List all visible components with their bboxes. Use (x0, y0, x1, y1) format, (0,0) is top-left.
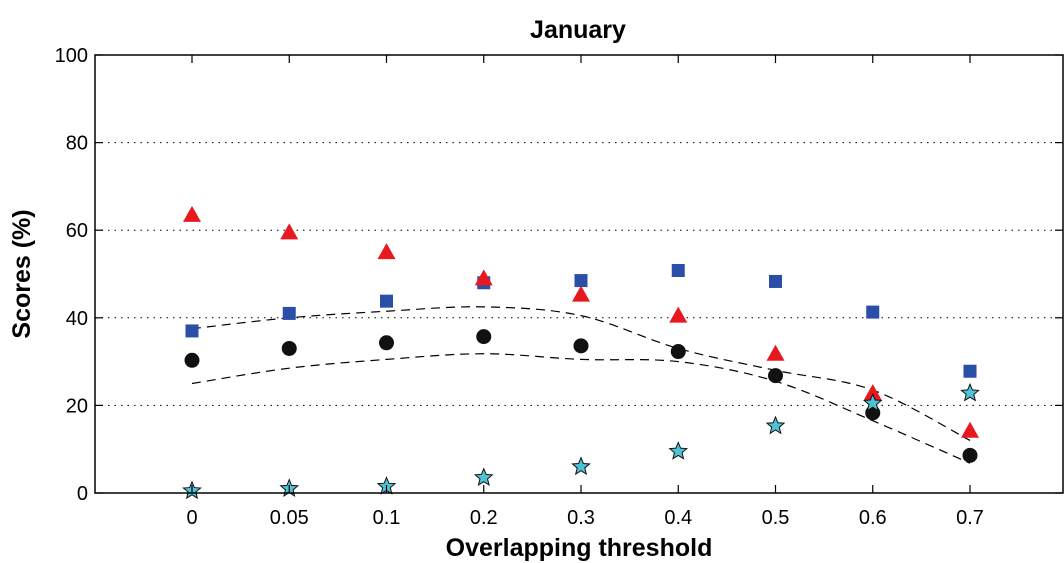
dashed-bands (191, 306, 971, 464)
circle-marker (476, 329, 492, 345)
y-tick-label: 20 (66, 395, 88, 417)
x-tick-label: 0.2 (470, 507, 498, 529)
star-marker (765, 415, 786, 435)
circle-marker (281, 340, 297, 356)
y-axis-ticks: 0 20 40 60 80 100 (55, 45, 1063, 505)
square-marker (866, 305, 880, 319)
grid-lines (95, 142, 1063, 406)
star-marker (862, 392, 883, 412)
x-tick-label: 0.5 (762, 507, 790, 529)
triangle-marker (280, 223, 299, 240)
x-tick-label: 0.1 (373, 507, 401, 529)
triangle-marker (572, 285, 590, 302)
x-axis-title: Overlapping threshold (446, 534, 713, 562)
y-axis-title: Scores (%) (8, 209, 36, 338)
triangle-marker (669, 306, 688, 323)
x-tick-label: 0 (186, 507, 197, 529)
star-marker (473, 467, 494, 487)
triangle-marker (766, 344, 785, 361)
square-marker (380, 294, 393, 308)
x-tick-label: 0.4 (664, 507, 692, 529)
circle-marker (184, 352, 200, 368)
triangle-marker (863, 384, 882, 401)
square-marker (963, 364, 977, 378)
x-axis-ticks: 0 0.05 0.1 0.2 0.3 0.4 0.5 0.6 0.7 (186, 55, 984, 529)
circle-marker (573, 338, 589, 354)
data-markers (182, 205, 980, 500)
y-tick-label: 60 (66, 220, 88, 242)
circle-marker (768, 368, 783, 384)
star-marker (668, 441, 689, 460)
chart-title: January (530, 16, 626, 44)
x-tick-label: 0.3 (567, 507, 595, 529)
plot-frame (94, 54, 1064, 494)
circle-marker (962, 447, 978, 463)
square-marker (574, 274, 588, 288)
band-lower-line (191, 353, 971, 464)
y-tick-label: 40 (66, 308, 88, 330)
x-tick-label: 0.05 (270, 507, 309, 529)
y-tick-label: 80 (66, 133, 88, 155)
x-tick-label: 0.6 (859, 507, 887, 529)
triangle-marker (961, 421, 979, 438)
circle-marker (379, 335, 394, 351)
triangle-marker (474, 269, 493, 286)
triangle-marker (183, 205, 201, 222)
y-tick-label: 100 (55, 45, 88, 67)
square-marker (185, 324, 199, 338)
square-marker (671, 263, 685, 277)
band-upper-line (191, 306, 971, 441)
y-tick-label: 0 (77, 483, 88, 505)
x-tick-label: 0.7 (956, 507, 984, 529)
star-marker (960, 382, 980, 402)
circle-marker (670, 344, 686, 360)
square-marker (769, 274, 782, 288)
triangle-marker (377, 243, 396, 260)
square-marker (282, 306, 296, 320)
star-marker (571, 456, 591, 476)
